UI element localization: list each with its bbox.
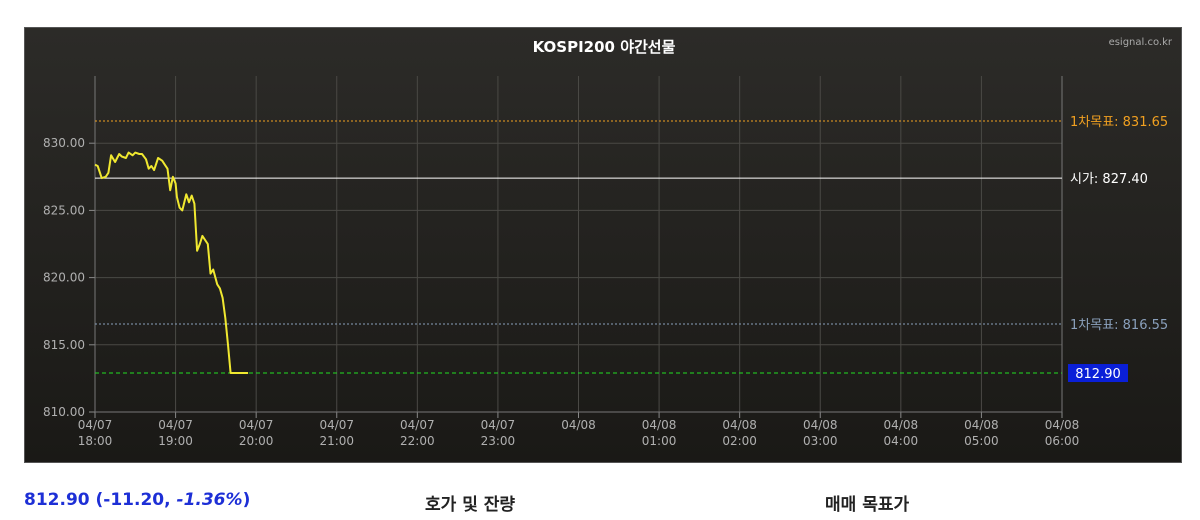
x-tick-date: 04/07 <box>239 418 274 432</box>
watermark: esignal.co.kr <box>1109 37 1173 48</box>
x-tick-date: 04/08 <box>964 418 999 432</box>
chart-title: KOSPI200 야간선물 <box>533 38 676 56</box>
orderbook-link[interactable]: 호가 및 잔량 <box>425 495 516 515</box>
y-tick-label: 830.00 <box>43 136 85 150</box>
x-tick-time: 05:00 <box>964 434 999 448</box>
x-tick-date: 04/08 <box>561 418 596 432</box>
current-price: 812.90 <box>24 490 90 510</box>
reference-line-label: 1차목표: 816.55 <box>1070 318 1168 333</box>
y-tick-label: 825.00 <box>43 203 85 217</box>
price-change-close: ) <box>242 490 251 510</box>
x-tick-date: 04/08 <box>642 418 677 432</box>
x-tick-time: 01:00 <box>642 434 677 448</box>
price-change-percent: -1.36% <box>176 490 243 510</box>
reference-line-label: 1차목표: 831.65 <box>1070 115 1168 130</box>
price-summary: 812.90 (-11.20, -1.36%) <box>24 490 250 510</box>
x-tick-date: 04/08 <box>884 418 919 432</box>
x-tick-date: 04/07 <box>158 418 193 432</box>
price-change: (-11.20, <box>95 490 177 510</box>
x-tick-time: 20:00 <box>239 434 274 448</box>
x-tick-time: 03:00 <box>803 434 838 448</box>
x-tick-date: 04/07 <box>319 418 354 432</box>
x-tick-time: 21:00 <box>319 434 354 448</box>
y-tick-label: 815.00 <box>43 338 85 352</box>
x-tick-date: 04/07 <box>78 418 113 432</box>
x-tick-time: 23:00 <box>481 434 516 448</box>
x-tick-time: 02:00 <box>722 434 757 448</box>
y-tick-label: 820.00 <box>43 271 85 285</box>
x-tick-date: 04/08 <box>722 418 757 432</box>
x-tick-time: 22:00 <box>400 434 435 448</box>
x-tick-time: 19:00 <box>158 434 193 448</box>
price-line-chart: KOSPI200 야간선물 esignal.co.kr 04/07 18:00 04/0… <box>43 37 1173 448</box>
x-tick-date: 04/08 <box>803 418 838 432</box>
target-price-link[interactable]: 매매 목표가 <box>825 495 910 515</box>
x-tick-date: 04/07 <box>400 418 435 432</box>
x-tick-date: 04/08 <box>1045 418 1080 432</box>
reference-line-label: 시가: 827.40 <box>1070 172 1148 187</box>
x-tick-time: 04:00 <box>884 434 919 448</box>
x-tick-date: 04/07 <box>481 418 516 432</box>
last-price-label: 812.90 <box>1075 367 1121 382</box>
chart-panel: KOSPI200 야간선물 esignal.co.kr 04/07 18:00 04/0… <box>24 27 1182 463</box>
last-price-badge <box>1068 364 1128 383</box>
price-series-line <box>94 151 249 374</box>
x-tick-time: 06:00 <box>1045 434 1080 448</box>
x-tick-time: 18:00 <box>78 434 113 448</box>
y-tick-label: 810.00 <box>43 405 85 419</box>
